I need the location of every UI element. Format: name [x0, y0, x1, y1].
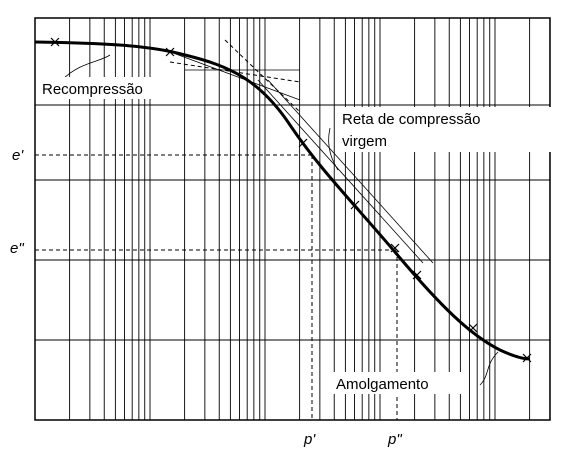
data-points — [50, 37, 532, 363]
point-cross — [50, 37, 60, 47]
leaders — [61, 54, 499, 386]
remolded-label: Amolgamento — [336, 376, 429, 393]
point-cross — [522, 353, 532, 363]
compression-curve — [34, 40, 531, 361]
e1-label: e' — [12, 147, 24, 164]
label-bg — [332, 372, 462, 394]
p2-label: p" — [387, 431, 402, 448]
label-bg — [336, 107, 556, 152]
p1-label: p' — [303, 431, 316, 448]
point-cross — [165, 47, 175, 57]
recompression-label: Recompressão — [42, 81, 143, 98]
virgin-line-label: virgem — [342, 133, 387, 150]
frame — [34, 17, 551, 421]
label-bg — [40, 77, 166, 99]
point-cross — [298, 138, 308, 148]
point-cross — [468, 323, 478, 333]
e2-label: e" — [10, 240, 24, 257]
virgin-line-label: Reta de compressão — [342, 111, 480, 128]
point-cross — [412, 270, 422, 280]
point-cross — [390, 243, 400, 253]
point-cross — [350, 200, 360, 210]
